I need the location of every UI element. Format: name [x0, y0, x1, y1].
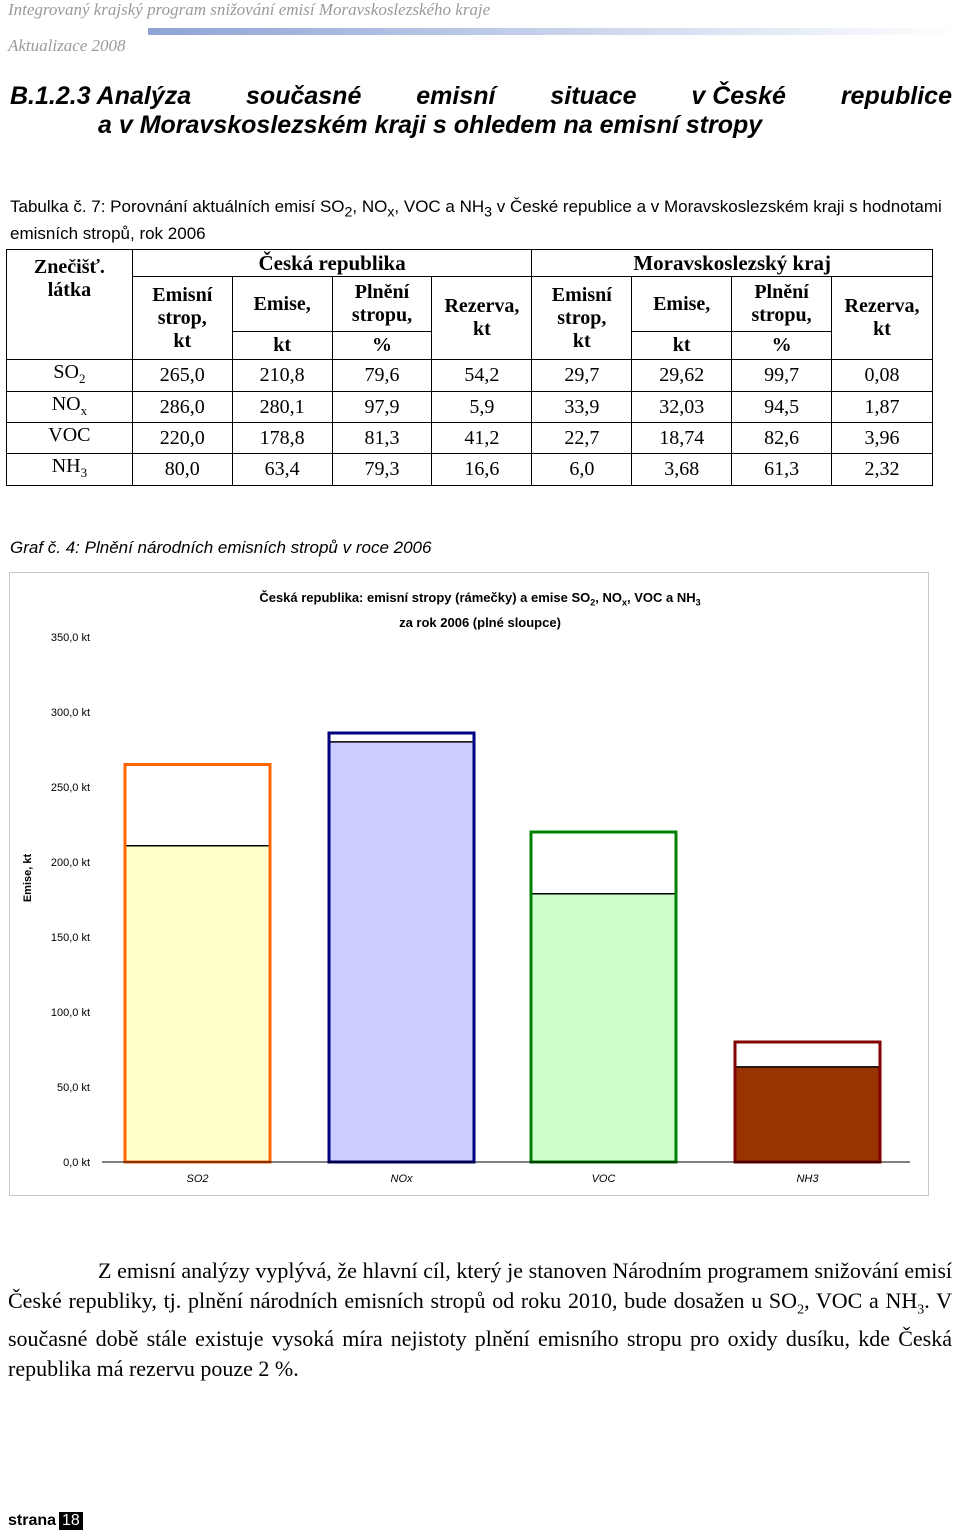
- table-cell: 79,6: [331, 359, 433, 392]
- table-cell: 220,0: [131, 422, 233, 454]
- table-cell: 3,68: [631, 453, 733, 486]
- table-cell: 29,62: [631, 359, 733, 392]
- document-header-title: Integrovaný krajský program snižování em…: [8, 0, 491, 19]
- row-pollutant: NOx: [6, 391, 133, 423]
- x-tick-label: SO2: [186, 1173, 208, 1185]
- chart-frame: Česká republika: emisní stropy (rámečky)…: [9, 572, 929, 1196]
- header-msk-fulfilment: Plnění stropu,: [731, 276, 832, 332]
- table-cell: 0,08: [831, 359, 933, 392]
- emissions-table: Znečišť. látka Česká republika Moravskosl…: [6, 249, 933, 486]
- bars: [123, 731, 882, 1164]
- section-title-line2: a v Moravskoslezském kraji s ohledem na …: [98, 111, 763, 139]
- y-axis: 0,0 kt 50,0 kt 100,0 kt 150,0 kt 200,0 kt 250…: [22, 632, 90, 1169]
- y-tick-label: 100,0 kt: [51, 1007, 90, 1019]
- header-cz-fulfilment: Plnění stropu,: [331, 276, 433, 332]
- section-title-word: B.1.2.3 Analýza: [10, 82, 192, 110]
- header-group-czech-republic: Česká republika: [131, 249, 533, 277]
- y-tick-label: 150,0 kt: [51, 932, 90, 944]
- x-axis: SO2 NOx VOC NH3: [102, 1161, 910, 1185]
- table-cell: 99,7: [731, 359, 832, 392]
- row-pollutant: SO2: [6, 359, 133, 392]
- table-cell: 63,4: [231, 453, 333, 486]
- table-cell: 286,0: [131, 391, 233, 423]
- table-cell: 280,1: [231, 391, 333, 423]
- section-title-word: současné: [246, 82, 362, 110]
- table-cell: 22,7: [531, 422, 633, 454]
- table-cell: 54,2: [431, 359, 533, 392]
- section-title-word: situace: [550, 82, 637, 110]
- graph-caption: Graf č. 4: Plnění národních emisních str…: [10, 538, 432, 557]
- table-cell: 79,3: [331, 453, 433, 486]
- x-tick-label: VOC: [592, 1173, 616, 1185]
- emissions-bar-chart: 0,0 kt 50,0 kt 100,0 kt 150,0 kt 200,0 kt 250…: [22, 632, 910, 1185]
- y-tick-label: 200,0 kt: [51, 857, 90, 869]
- table-cell: 29,7: [531, 359, 633, 392]
- header-pollutant: Znečišť. látka: [6, 249, 133, 360]
- table-cell: 82,6: [731, 422, 832, 454]
- table-cell: 33,9: [531, 391, 633, 423]
- y-tick-label: 350,0 kt: [51, 632, 90, 644]
- table-cell: 2,32: [831, 453, 933, 486]
- table-cell: 6,0: [531, 453, 633, 486]
- unit-msk-emissions: kt: [631, 331, 733, 360]
- emission-bar-so2: [125, 845, 270, 1162]
- header-cz-emissions: Emise,: [231, 276, 333, 332]
- emission-bar-nox: [329, 741, 474, 1162]
- row-pollutant: NH3: [6, 453, 133, 486]
- table-cell: 210,8: [231, 359, 333, 392]
- table-cell: 3,96: [831, 422, 933, 454]
- table-cell: 1,87: [831, 391, 933, 423]
- section-title-word: republice: [840, 82, 952, 110]
- header-msk-emissions: Emise,: [631, 276, 733, 332]
- table-caption: Tabulka č. 7: Porovnání aktuálních emisí…: [10, 197, 942, 244]
- header-group-moravian-silesian: Moravskoslezský kraj: [531, 249, 933, 277]
- y-tick-label: 50,0 kt: [57, 1082, 90, 1094]
- y-tick-label: 250,0 kt: [51, 782, 90, 794]
- y-tick-label: 0,0 kt: [63, 1157, 90, 1169]
- table-row: NOx 286,0 280,1 97,9 5,9 33,9 32,03 94,5…: [6, 391, 933, 423]
- chart-title: Česká republika: emisní stropy (rámečky)…: [259, 590, 701, 630]
- x-tick-label: NOx: [391, 1173, 414, 1185]
- table-cell: 94,5: [731, 391, 832, 423]
- table-row: VOC 220,0 178,8 81,3 41,2 22,7 18,74 82,…: [6, 422, 933, 454]
- row-pollutant: VOC: [6, 422, 133, 454]
- y-axis-label: Emise, kt: [22, 854, 34, 903]
- unit-cz-emissions: kt: [231, 331, 333, 360]
- header-msk-emission-ceiling: Emisní strop, kt: [531, 276, 633, 360]
- unit-cz-fulfilment: %: [331, 331, 433, 360]
- header-cz-reserve: Rezerva, kt: [431, 276, 533, 360]
- y-tick-label: 300,0 kt: [51, 707, 90, 719]
- table-cell: 81,3: [331, 422, 433, 454]
- table-row: NH3 80,0 63,4 79,3 16,6 6,0 3,68 61,3 2,…: [6, 453, 933, 486]
- document-header-version: Aktualizace 2008: [8, 36, 126, 55]
- table-row: SO2 265,0 210,8 79,6 54,2 29,7 29,62 99,…: [6, 359, 933, 392]
- unit-msk-fulfilment: %: [731, 331, 832, 360]
- table-cell: 61,3: [731, 453, 832, 486]
- body-paragraph: Z emisní analýzy vyplývá, že hlavní cíl,…: [8, 1258, 952, 1381]
- table-cell: 80,0: [131, 453, 233, 486]
- section-title-word: v České: [691, 82, 786, 110]
- page-number: 18: [59, 1512, 83, 1530]
- emission-bar-nh3: [735, 1066, 880, 1162]
- emission-bar-voc: [531, 893, 676, 1162]
- page-label: strana: [8, 1512, 57, 1529]
- page-footer: strana 18: [8, 1512, 83, 1530]
- header-decoration-bar: [148, 28, 960, 35]
- table-cell: 5,9: [431, 391, 533, 423]
- table-cell: 97,9: [331, 391, 433, 423]
- section-title: B.1.2.3 Analýza současné emisní situace …: [10, 82, 952, 140]
- header-cz-emission-ceiling: Emisní strop, kt: [131, 276, 233, 360]
- table-cell: 41,2: [431, 422, 533, 454]
- header-msk-reserve: Rezerva, kt: [831, 276, 933, 360]
- section-title-word: emisní: [416, 82, 496, 110]
- table-cell: 265,0: [131, 359, 233, 392]
- x-tick-label: NH3: [796, 1173, 819, 1185]
- table-cell: 16,6: [431, 453, 533, 486]
- table-cell: 18,74: [631, 422, 733, 454]
- table-cell: 178,8: [231, 422, 333, 454]
- table-cell: 32,03: [631, 391, 733, 423]
